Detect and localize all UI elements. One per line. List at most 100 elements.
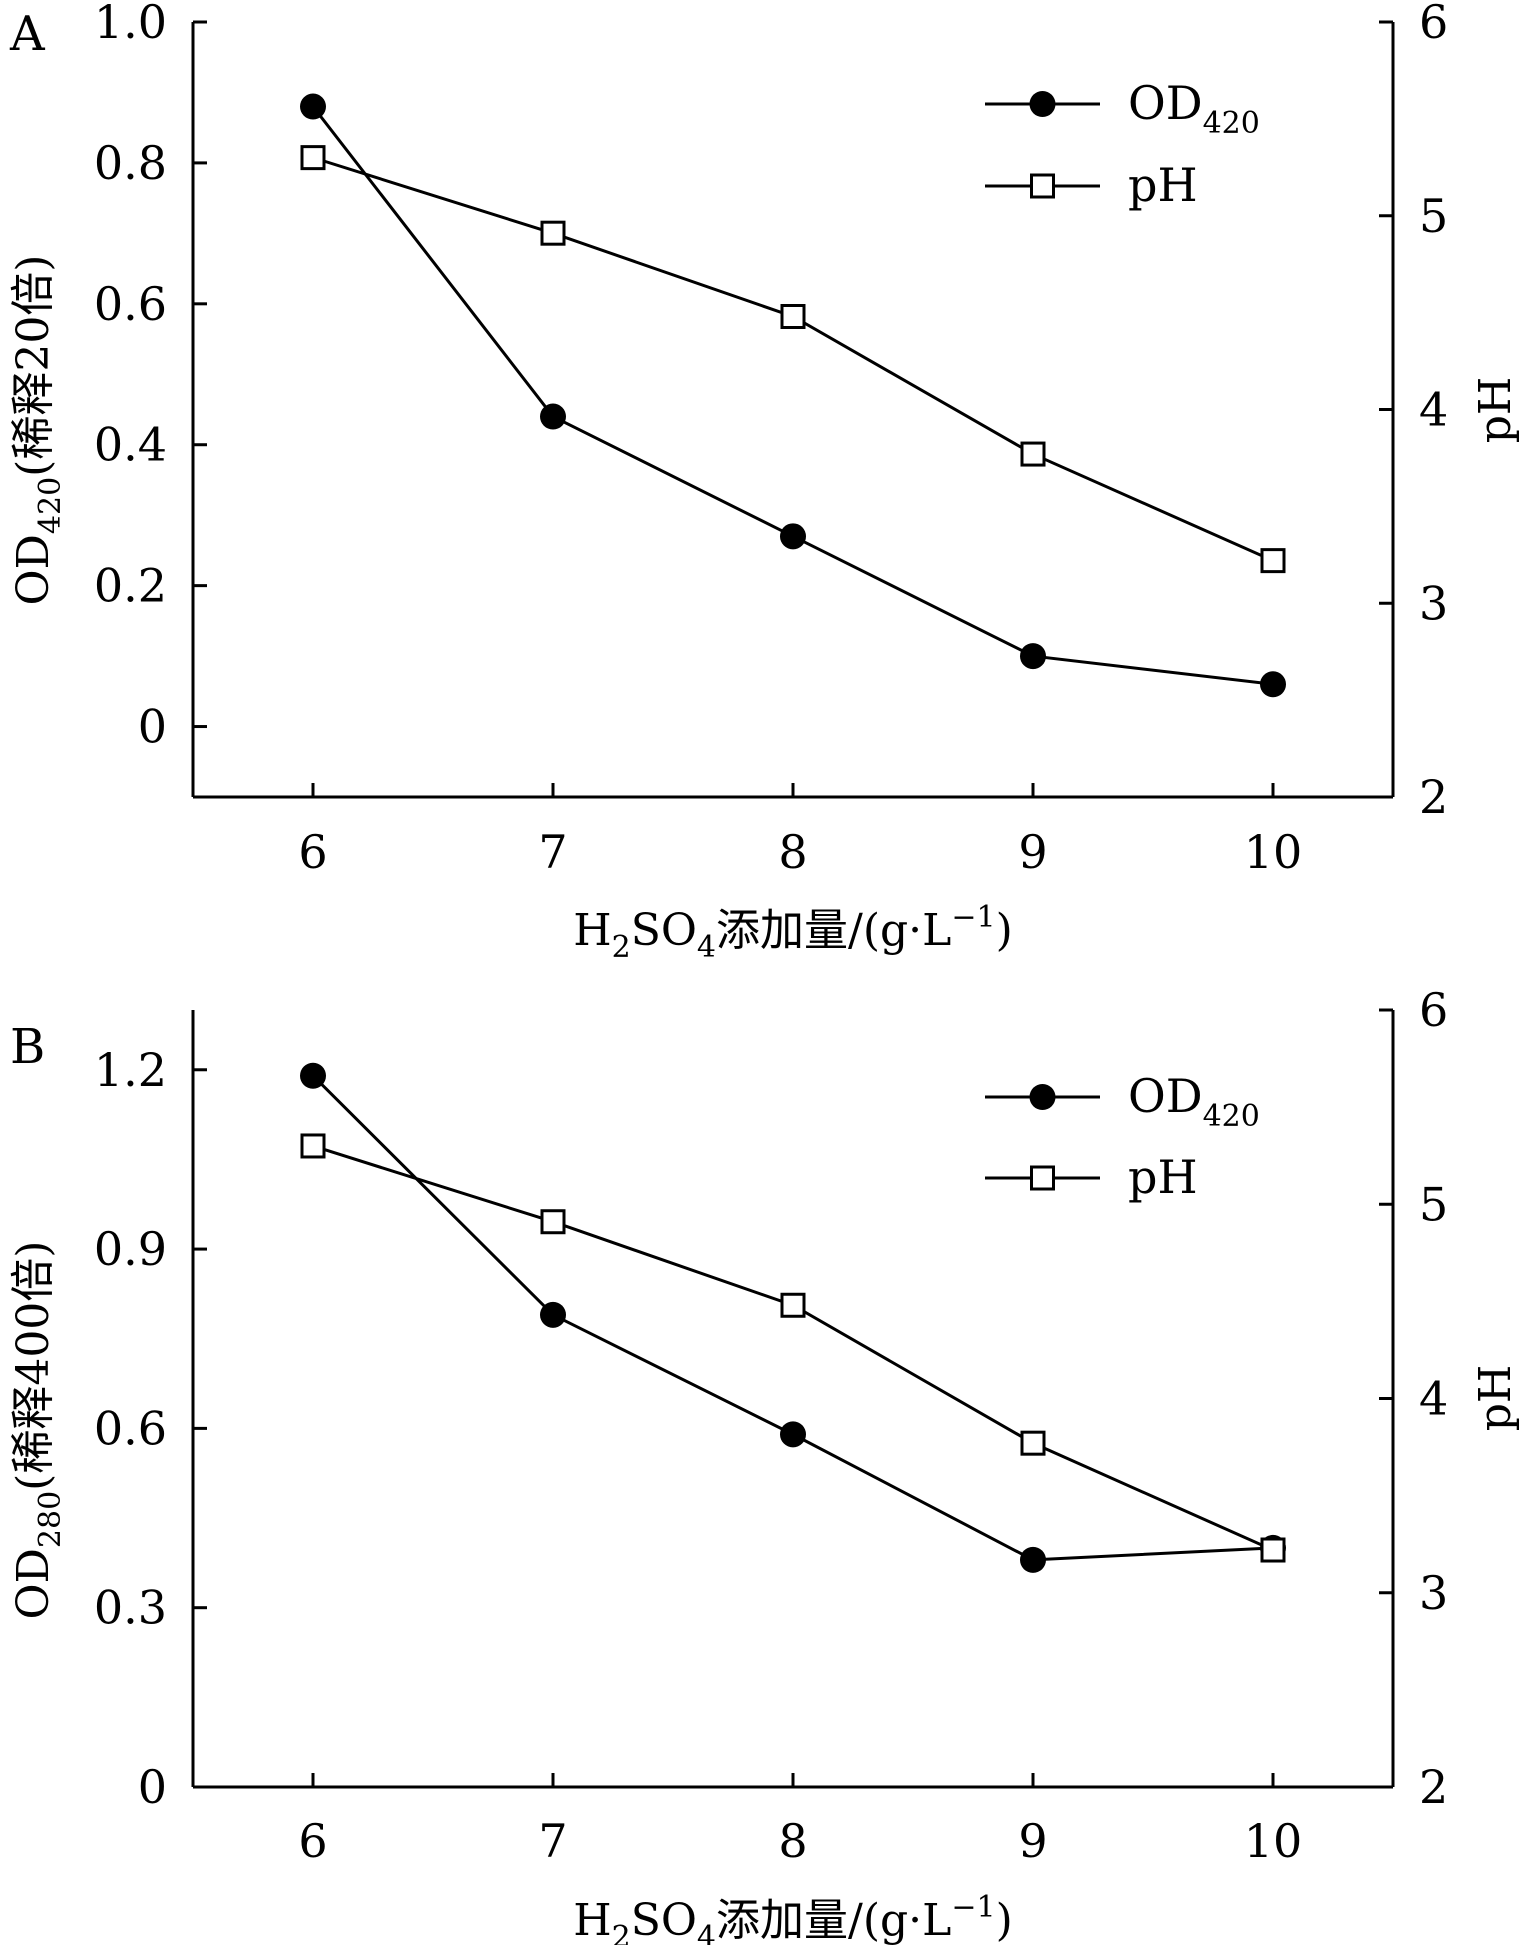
y-left-tick-label: 0.8 [94, 136, 167, 190]
x-label-sub: 2 [612, 1920, 631, 1945]
y-left-tick-label: 0.6 [94, 277, 167, 331]
data-point-ph [1260, 548, 1286, 574]
y-left-tick-label: 0.3 [94, 1581, 167, 1635]
x-label-sub: 4 [697, 930, 716, 965]
legend-label-sub: 420 [1203, 1099, 1260, 1134]
x-tick-label: 10 [1244, 825, 1303, 879]
x-tick-label: 7 [538, 1814, 567, 1868]
x-tick-label: 6 [298, 825, 327, 879]
legend-label-main: pH [1128, 158, 1198, 212]
y-left-tick-label: 0 [138, 700, 167, 754]
legend-label: pH [1128, 1150, 1198, 1204]
y-left-tick-label: 1.2 [94, 1043, 167, 1097]
x-tick-label: 8 [778, 825, 807, 879]
x-tick-label: 9 [1018, 825, 1047, 879]
x-label-part: H [573, 905, 611, 956]
x-tick-label: 8 [778, 1814, 807, 1868]
y-left-tick-label: 0.4 [94, 418, 167, 472]
x-tick-label: 10 [1244, 1814, 1303, 1868]
legend-label: OD420 [1128, 76, 1260, 141]
legend-marker-circle [1029, 1084, 1056, 1110]
x-label-sub: 4 [697, 1920, 716, 1945]
y-label-part: (稀释20倍) [8, 255, 59, 477]
y-right-tick-label: 4 [1419, 1372, 1448, 1426]
data-point-ph [780, 304, 806, 329]
x-label-sub: 2 [612, 930, 631, 965]
data-point-od [300, 1062, 326, 1089]
y-left-tick-label: 1.0 [94, 0, 167, 49]
y-right-tick-label: 6 [1419, 983, 1448, 1037]
x-label-part: SO [631, 905, 697, 956]
y-right-tick-label: 3 [1419, 1566, 1448, 1620]
x-label-part: H [573, 1895, 611, 1945]
legend-label-sub: 420 [1203, 106, 1260, 141]
y-right-tick-label: 5 [1419, 189, 1448, 243]
x-tick-label: 6 [298, 1814, 327, 1868]
chart-panel-b: B6 7 8 9 1000.30.60.91.223456H2SO4添加量/(g·L−1… [8, 983, 1521, 1950]
x-tick-label: 9 [1018, 1814, 1047, 1868]
y-label-sub: 280 [33, 1491, 68, 1548]
data-point-od [780, 523, 806, 550]
data-point-ph [1020, 441, 1046, 467]
x-label-sup: −1 [951, 900, 995, 935]
x-axis-label: H2SO4添加量/(g·L−1) [573, 1890, 1013, 1945]
data-point-od [1260, 671, 1286, 698]
data-point-ph [1260, 1537, 1286, 1563]
data-point-ph [540, 220, 566, 246]
y-left-tick-label: 0.2 [94, 559, 167, 613]
data-point-ph [300, 145, 326, 171]
y-right-tick-label: 6 [1419, 0, 1448, 49]
y-axis-right-label: pH [1470, 1365, 1521, 1432]
y-right-tick-label: 2 [1419, 1760, 1448, 1814]
data-point-od [540, 403, 566, 430]
x-axis-label: H2SO4添加量/(g·L−1) [573, 900, 1013, 965]
y-axis-left-label: OD420(稀释20倍) [8, 255, 68, 606]
series-line-ph [312, 156, 1274, 562]
y-label-sub: 420 [33, 477, 68, 534]
legend-label: pH [1128, 158, 1198, 212]
panel-label: B [10, 1019, 45, 1075]
panel-label: A [9, 6, 46, 62]
legend-marker-square [1030, 173, 1055, 199]
y-right-tick-label: 5 [1419, 1177, 1448, 1231]
y-label-part: OD [8, 1548, 59, 1619]
data-point-od [540, 1301, 566, 1328]
x-label-part: 添加量/(g·L [716, 905, 951, 956]
data-point-ph [1020, 1430, 1046, 1456]
data-point-ph [780, 1292, 806, 1318]
data-point-od [1020, 1546, 1046, 1573]
y-right-tick-label: 3 [1419, 576, 1448, 630]
series-line-ph [312, 1144, 1274, 1552]
legend-label-main: OD [1128, 1069, 1203, 1123]
data-point-od [1020, 643, 1046, 670]
x-label-part: 添加量/(g·L [716, 1895, 951, 1945]
data-point-od [300, 93, 326, 120]
x-label-part: ) [996, 905, 1013, 956]
y-axis-left-label: OD280(稀释400倍) [8, 1241, 68, 1620]
legend-marker-circle [1029, 91, 1056, 117]
x-label-part: ) [996, 1895, 1013, 1945]
chart-panel-a: A6 7 8 9 1000.20.40.60.81.023456H2SO4添加量/(g·… [8, 0, 1521, 965]
y-right-tick-label: 4 [1419, 383, 1448, 437]
y-right-tick-label: 2 [1419, 770, 1448, 824]
y-label-part: (稀释400倍) [8, 1241, 59, 1491]
legend-label-main: OD [1128, 76, 1203, 130]
x-label-sup: −1 [951, 1890, 995, 1925]
data-point-od [780, 1421, 806, 1448]
y-axis-right-label: pH [1470, 377, 1521, 444]
y-left-tick-label: 0.6 [94, 1401, 167, 1455]
x-label-part: SO [631, 1895, 697, 1945]
y-left-tick-label: 0.9 [94, 1222, 167, 1276]
data-point-ph [540, 1209, 566, 1235]
y-left-tick-label: 0 [138, 1760, 167, 1814]
data-point-ph [300, 1133, 326, 1159]
legend-marker-square [1030, 1165, 1055, 1191]
y-label-part: OD [8, 534, 59, 605]
legend-label-main: pH [1128, 1150, 1198, 1204]
legend-label: OD420 [1128, 1069, 1260, 1134]
x-tick-label: 7 [538, 825, 567, 879]
